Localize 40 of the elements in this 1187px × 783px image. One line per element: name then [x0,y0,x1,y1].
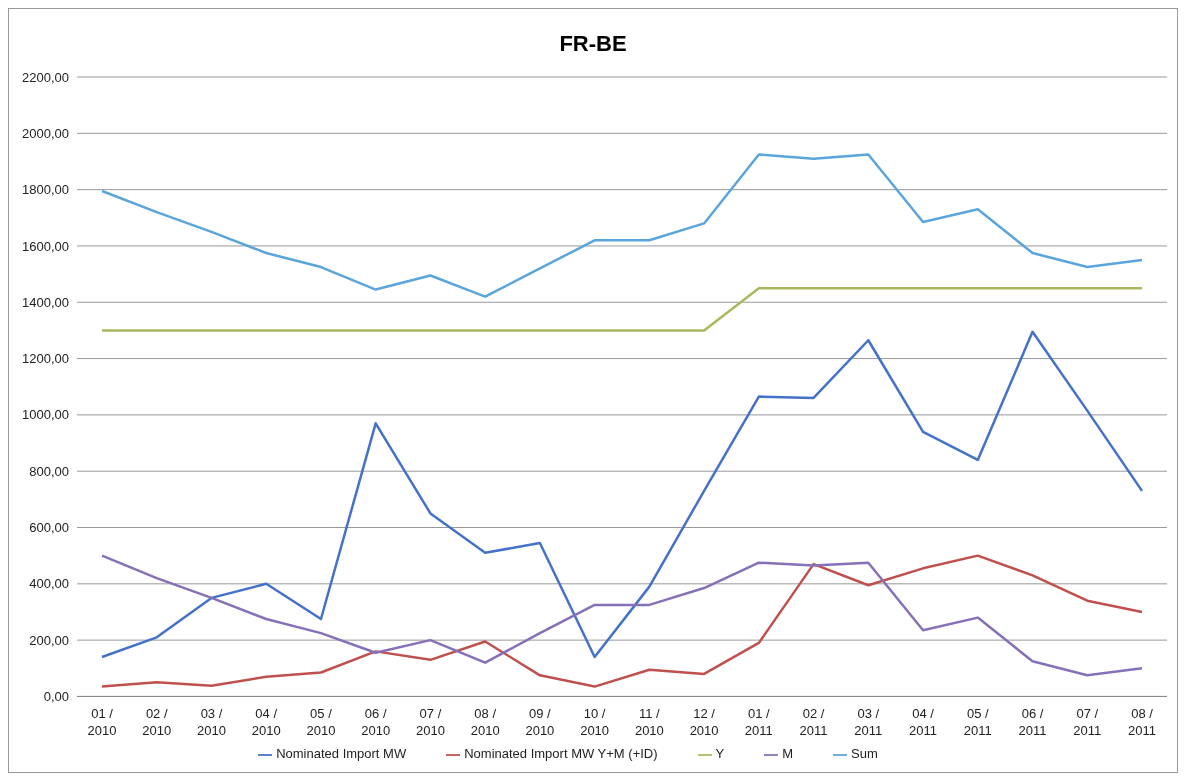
x-tick-label: 04 / 2010 [251,706,281,739]
y-tick-label: 800,00 [29,463,69,479]
y-tick-label: 0,00 [43,689,69,705]
y-tick-label: 2200,00 [22,69,69,85]
x-tick-label: 03 / 2011 [854,706,883,739]
legend-label: Sum [851,746,878,762]
legend-label: Nominated Import MW Y+M (+ID) [464,746,658,762]
x-tick-label: 04 / 2011 [909,706,938,739]
y-tick-label: 200,00 [29,632,69,648]
y-tick-label: 2000,00 [22,125,69,141]
x-tick-label: 07 / 2010 [415,706,445,739]
x-tick-label: 01 / 2011 [744,706,773,739]
line-series [100,153,1144,298]
x-tick-label: 01 / 2010 [87,706,117,739]
x-tick-label: 06 / 2011 [1018,706,1047,739]
legend-label: M [782,746,794,762]
chart-title: FR-BE [558,30,628,58]
x-tick-label: 02 / 2011 [799,706,828,739]
y-tick-label: 400,00 [29,576,69,592]
x-tick-label: 02 / 2010 [142,706,172,739]
y-tick-label: 600,00 [29,520,69,536]
x-tick-label: 09 / 2010 [525,706,555,739]
legend-label: Y [715,746,725,762]
x-tick-label: 08 / 2011 [1128,706,1156,739]
x-tick-label: 05 / 2011 [963,706,992,739]
y-tick-label: 1000,00 [22,407,69,423]
x-tick-label: 12 / 2010 [689,706,719,739]
x-tick-label: 03 / 2010 [197,706,226,739]
y-tick-label: 1800,00 [22,182,69,198]
x-tick-label: 11 / 2010 [634,706,664,739]
x-tick-label: 07 / 2011 [1073,706,1102,739]
y-tick-label: 1200,00 [22,351,69,367]
x-tick-label: 06 / 2010 [361,706,391,739]
legend-label: Nominated Import MW [276,746,407,762]
y-tick-label: 1400,00 [22,294,69,310]
x-tick-label: 05 / 2010 [306,706,336,739]
y-tick-label: 1600,00 [22,238,69,254]
x-tick-label: 08 / 2010 [470,706,500,739]
x-tick-label: 10 / 2010 [580,706,610,739]
line-series [100,330,1144,659]
